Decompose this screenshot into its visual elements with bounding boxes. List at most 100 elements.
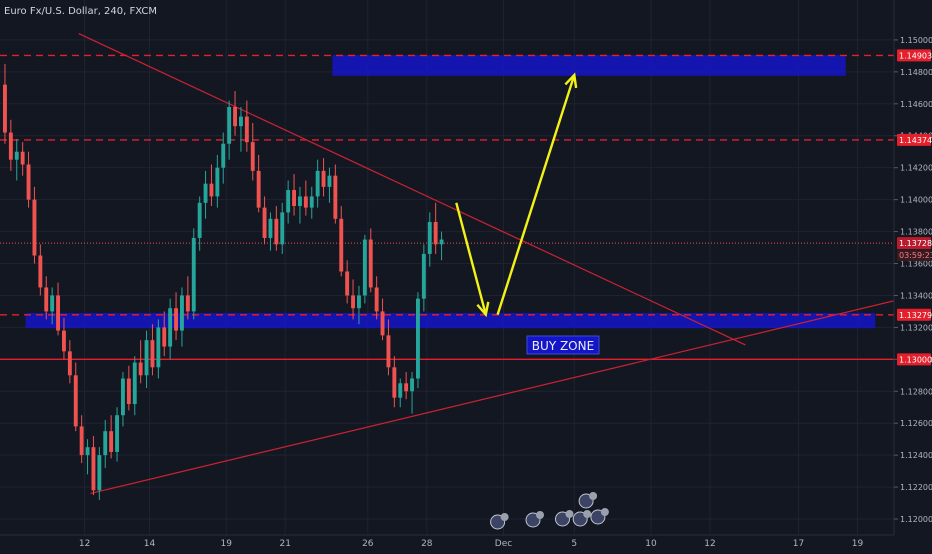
candle-body	[126, 378, 131, 405]
candle-body	[79, 426, 84, 456]
buy-zone-label: BUY ZONE	[532, 339, 594, 353]
time-tick-label: 26	[362, 539, 374, 549]
time-axis[interactable]: 12 14 19 21 26 28 Dec 5 10 12 17 19	[79, 539, 864, 549]
event-count-icon	[565, 510, 574, 518]
time-tick-label: 10	[645, 539, 657, 549]
candle-body	[339, 218, 344, 272]
candle	[410, 372, 414, 414]
arrow-shaft	[496, 74, 576, 315]
candle	[380, 298, 385, 341]
candle-body	[421, 253, 426, 299]
zones	[25, 55, 876, 329]
candle-body	[262, 207, 267, 238]
price-tick-label: 1.12000	[900, 515, 932, 524]
event-marker[interactable]	[590, 508, 609, 525]
candle-body	[368, 239, 373, 288]
candle-body	[50, 295, 55, 312]
candle-body	[333, 175, 338, 219]
price-badge-label: 1.14903	[899, 51, 932, 60]
candle	[20, 142, 25, 176]
candle	[8, 119, 13, 171]
candle	[191, 228, 196, 320]
price-badge-label: 1.14374	[899, 136, 932, 145]
event-marker[interactable]	[572, 510, 592, 527]
candle-body	[144, 340, 149, 376]
candle	[309, 186, 314, 219]
time-tick-label: 19	[852, 539, 864, 549]
time-tick-label: 14	[144, 539, 156, 549]
candle	[85, 439, 90, 475]
time-tick-label: 12	[79, 539, 90, 549]
time-tick-label: 19	[220, 539, 232, 549]
candle	[185, 276, 190, 320]
candle-body	[274, 218, 279, 245]
price-badge-bg	[897, 49, 931, 62]
event-marker[interactable]	[525, 511, 544, 528]
candle	[351, 279, 355, 320]
candle	[227, 100, 232, 160]
candle-body	[180, 295, 184, 331]
price-tick-label: 1.12200	[900, 483, 932, 492]
candle-body	[109, 431, 114, 452]
time-tick-label: 12	[704, 539, 715, 549]
event-marker[interactable]	[555, 510, 574, 527]
candle-body	[268, 218, 273, 238]
candle-body	[91, 447, 96, 491]
arrows	[455, 72, 578, 318]
price-tick-label: 1.14600	[900, 100, 932, 109]
event-markers[interactable]	[490, 492, 609, 530]
candle-body	[410, 378, 414, 392]
candle-body	[150, 340, 155, 368]
candle-body	[380, 311, 385, 336]
candle-body	[327, 175, 332, 187]
price-axis-panel[interactable]	[894, 0, 932, 550]
candle	[115, 407, 119, 462]
price-badge-bg	[897, 133, 931, 146]
price-tick-label: 1.12800	[900, 387, 932, 396]
candle	[303, 180, 308, 216]
candle-body	[362, 239, 367, 296]
candle-body	[32, 199, 37, 256]
candle	[327, 167, 332, 203]
candle	[32, 186, 37, 264]
price-badge-label: 1.13728	[899, 239, 932, 248]
candle	[132, 356, 137, 416]
candle	[280, 202, 285, 254]
candle	[244, 100, 249, 152]
price-badge: 1.14903	[897, 49, 932, 62]
candle	[392, 356, 397, 408]
candle	[256, 154, 261, 213]
candle-body	[168, 308, 173, 347]
candle-body	[56, 295, 60, 331]
candle-body	[286, 190, 291, 213]
candle	[121, 372, 125, 427]
arrow-head	[564, 72, 578, 89]
candle	[180, 287, 184, 347]
event-marker[interactable]	[578, 492, 598, 509]
grid	[0, 0, 894, 535]
price-badge-label: 1.13279	[899, 311, 932, 320]
event-marker[interactable]	[490, 513, 509, 530]
candle-body	[121, 378, 125, 416]
candle	[73, 362, 78, 432]
trend-line	[78, 32, 746, 346]
countdown-bg	[897, 250, 931, 262]
candle	[292, 174, 296, 216]
price-tick-label: 1.13600	[900, 260, 932, 269]
candle-body	[185, 295, 190, 312]
candle-body	[209, 183, 214, 197]
candle	[150, 324, 155, 376]
candle-body	[103, 431, 108, 456]
candle-body	[156, 327, 161, 368]
candle	[97, 447, 102, 500]
candle-body	[345, 271, 350, 296]
candle	[162, 311, 167, 357]
candle	[168, 298, 173, 360]
candle	[62, 317, 66, 360]
candle-body	[351, 295, 355, 309]
candle-body	[115, 415, 119, 452]
price-badge: 1.13279	[897, 308, 932, 321]
candle-body	[250, 142, 255, 171]
